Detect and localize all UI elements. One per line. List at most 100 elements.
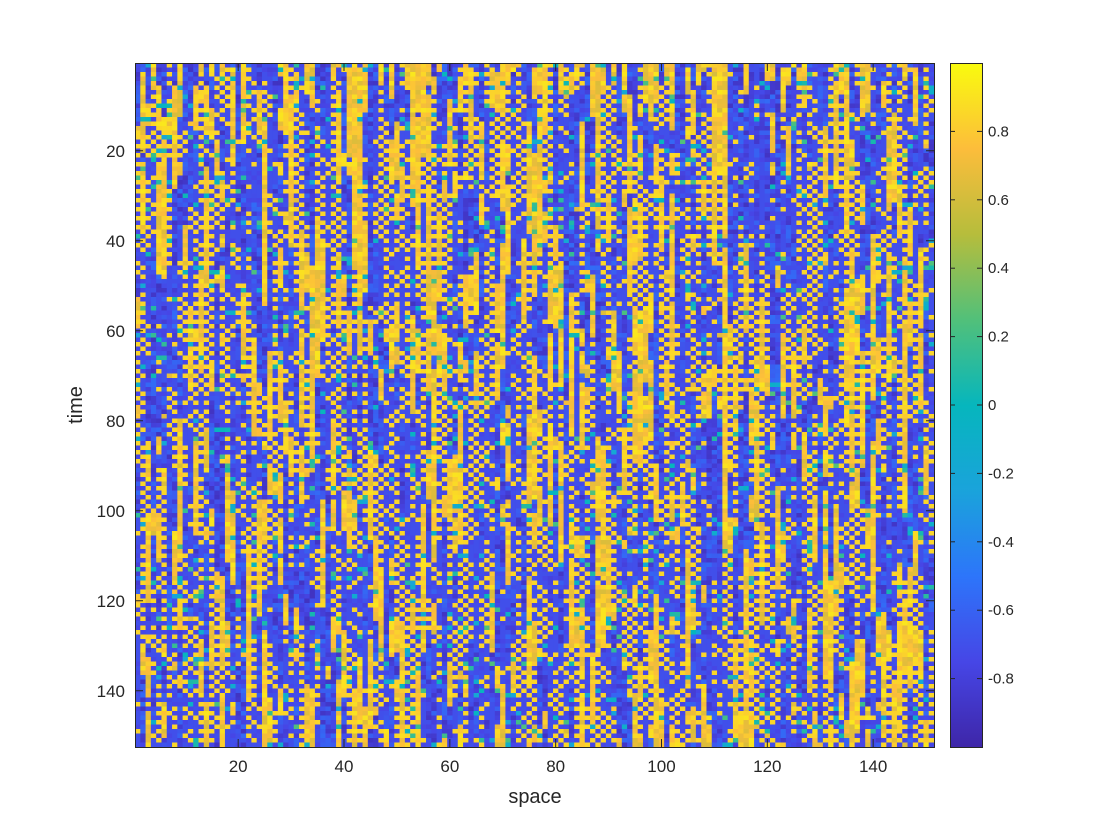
heatmap-cell <box>489 157 496 163</box>
heatmap-cell <box>611 171 618 177</box>
heatmap-cell <box>156 108 163 114</box>
heatmap-cell <box>314 103 321 109</box>
heatmap-cell <box>605 180 612 186</box>
heatmap-cell <box>928 72 935 78</box>
heatmap-cell <box>209 189 215 195</box>
heatmap-cell <box>642 108 649 114</box>
heatmap-cell <box>346 166 353 172</box>
heatmap-cell <box>759 189 766 195</box>
heatmap-cell <box>357 144 364 150</box>
heatmap-cell <box>881 135 887 141</box>
heatmap-cell <box>658 94 665 100</box>
heatmap-cell <box>404 157 411 163</box>
heatmap-cell <box>769 112 776 118</box>
heatmap-cell <box>553 198 559 204</box>
heatmap-cell <box>468 144 475 150</box>
heatmap-cell <box>870 103 877 109</box>
heatmap-cell <box>246 67 253 73</box>
heatmap-cell <box>320 148 327 154</box>
heatmap-cell <box>426 148 432 154</box>
heatmap-cell <box>711 193 718 199</box>
heatmap-cell <box>378 148 385 154</box>
heatmap-cell <box>680 94 686 100</box>
heatmap-cell <box>336 153 342 159</box>
heatmap-cell <box>415 171 422 177</box>
heatmap-cell <box>452 130 459 136</box>
heatmap-cell <box>219 162 226 168</box>
heatmap-cell <box>579 162 586 168</box>
heatmap-cell <box>727 189 734 195</box>
heatmap-cell <box>764 184 771 190</box>
heatmap-cell <box>711 162 718 168</box>
heatmap-cell <box>251 85 258 91</box>
heatmap-cell <box>754 135 760 141</box>
heatmap-cell <box>616 202 623 208</box>
heatmap-cell <box>791 108 798 114</box>
heatmap-cell <box>928 198 935 204</box>
heatmap-cell <box>711 207 718 213</box>
heatmap-cell <box>574 117 581 123</box>
heatmap-cell <box>383 72 390 78</box>
heatmap-cell <box>410 81 417 87</box>
heatmap-cell <box>299 166 305 172</box>
heatmap-cell <box>452 198 459 204</box>
heatmap-cell <box>150 94 157 100</box>
heatmap-cell <box>182 175 189 181</box>
heatmap-cell <box>463 67 469 73</box>
heatmap-cell <box>351 72 358 78</box>
heatmap-cell <box>473 135 480 141</box>
heatmap-cell <box>637 180 644 186</box>
heatmap-cell <box>838 139 845 145</box>
heatmap-cell <box>553 148 559 154</box>
heatmap-cell <box>325 85 332 91</box>
heatmap-cell <box>166 90 173 96</box>
heatmap-cell <box>621 184 628 190</box>
heatmap-cell <box>928 108 935 114</box>
heatmap-cell <box>494 94 501 100</box>
heatmap-cell <box>426 135 432 141</box>
heatmap-cell <box>584 153 591 159</box>
heatmap-cell <box>187 76 194 82</box>
heatmap-cell <box>669 166 676 172</box>
heatmap-cell <box>521 139 528 145</box>
heatmap-cell <box>769 135 776 141</box>
heatmap-cell <box>140 67 147 73</box>
heatmap-cell <box>140 81 147 87</box>
heatmap-cell <box>849 157 856 163</box>
heatmap-cell <box>717 189 723 195</box>
heatmap-cell <box>420 72 427 78</box>
heatmap-cell <box>637 189 644 195</box>
heatmap-cell <box>399 157 406 163</box>
heatmap-cell <box>680 135 686 141</box>
heatmap-cell <box>468 81 475 87</box>
heatmap-cell <box>140 211 147 217</box>
heatmap-cell <box>510 103 517 109</box>
heatmap-cell <box>145 103 152 109</box>
heatmap-cell <box>351 108 358 114</box>
heatmap-cell <box>351 180 358 186</box>
heatmap-cell <box>140 121 147 127</box>
heatmap-cell <box>812 103 819 109</box>
heatmap-cell <box>436 63 443 69</box>
heatmap-cell <box>330 94 337 100</box>
heatmap-cell <box>246 63 253 69</box>
heatmap-cell <box>685 117 692 123</box>
heatmap-cell <box>219 198 226 204</box>
heatmap-cell <box>542 67 549 73</box>
heatmap-cell <box>849 139 856 145</box>
heatmap-cell <box>584 121 591 127</box>
heatmap-cell <box>537 112 544 118</box>
heatmap-cell <box>388 121 395 127</box>
heatmap-cell <box>685 126 692 132</box>
heatmap-cell <box>304 90 311 96</box>
heatmap-cell <box>701 81 708 87</box>
heatmap-cell <box>558 103 565 109</box>
heatmap-cell <box>669 103 676 109</box>
heatmap-cell <box>754 72 760 78</box>
heatmap-cell <box>373 63 379 69</box>
heatmap-cell <box>293 144 300 150</box>
heatmap-cell <box>500 81 506 87</box>
heatmap-cell <box>648 76 655 82</box>
heatmap-cell <box>769 63 776 69</box>
heatmap-cell <box>182 94 189 100</box>
